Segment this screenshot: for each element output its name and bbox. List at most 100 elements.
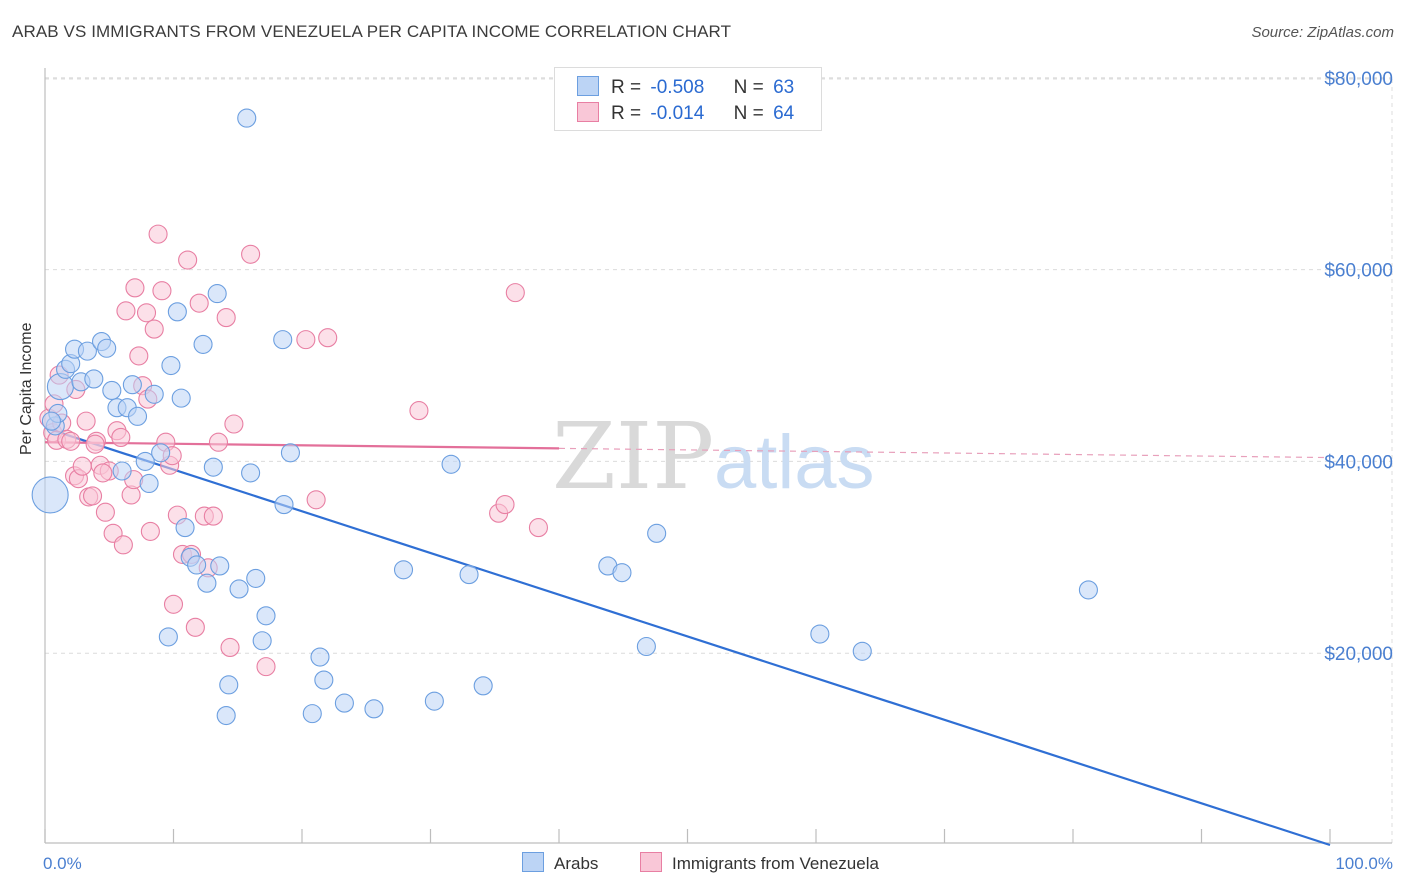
- arabs-point: [197, 573, 217, 593]
- venezuela-point: [140, 521, 160, 541]
- y-tick-label: $40,000: [1324, 452, 1393, 473]
- arabs-point: [41, 411, 61, 431]
- venezuela-point: [409, 401, 429, 421]
- venezuela-point: [116, 301, 136, 321]
- arabs-point: [171, 388, 191, 408]
- venezuela-point: [203, 506, 223, 526]
- x-tick-label-start: 0.0%: [43, 854, 82, 873]
- venezuela-point: [76, 411, 96, 431]
- venezuela-point: [224, 414, 244, 434]
- arabs-point: [314, 670, 334, 690]
- venezuela-point: [85, 434, 105, 454]
- correlation-legend: R = -0.508 N = 63 R = -0.014 N = 64: [554, 67, 822, 131]
- y-tick-label: $80,000: [1324, 69, 1393, 90]
- arabs-point: [237, 108, 257, 128]
- data-points: [31, 108, 1098, 726]
- venezuela-point: [318, 328, 338, 348]
- y-tick-label: $60,000: [1324, 261, 1393, 282]
- arabs-point: [112, 461, 132, 481]
- arabs-point: [280, 443, 300, 463]
- venezuela-point: [152, 281, 172, 301]
- arabs-point: [229, 579, 249, 599]
- source-credit: Source: ZipAtlas.com: [1251, 24, 1394, 41]
- arabs-point: [273, 330, 293, 350]
- arabs-point: [647, 523, 667, 543]
- bottom-legend-arabs: Arabs: [522, 852, 598, 874]
- venezuela-point: [136, 303, 157, 323]
- watermark: ZIP atlas: [552, 403, 875, 510]
- arabs-point: [207, 284, 227, 304]
- legend-row-arabs: R = -0.508 N = 63: [577, 76, 794, 100]
- bottom-legend-swatch-venezuela: [640, 852, 662, 872]
- venezuela-point: [163, 594, 184, 614]
- venezuela-point: [129, 346, 149, 366]
- arabs-point: [310, 647, 330, 667]
- arabs-point: [210, 556, 230, 576]
- watermark-zip: ZIP: [552, 403, 714, 510]
- arabs-point: [636, 636, 656, 657]
- bottom-legend-label-venezuela: Immigrants from Venezuela: [672, 854, 879, 873]
- arabs-point: [441, 454, 461, 474]
- venezuela-point: [495, 495, 515, 515]
- venezuela-point: [61, 431, 81, 451]
- bottom-legend-venezuela: Immigrants from Venezuela: [640, 852, 879, 874]
- arabs-point: [219, 675, 239, 695]
- x-tick-labels: 0.0% 100.0%: [43, 854, 1393, 873]
- watermark-atlas: atlas: [714, 420, 875, 505]
- y-tick-labels: $20,000 $40,000 $60,000 $80,000: [1324, 69, 1393, 665]
- arabs-point: [334, 693, 354, 713]
- axes: [44, 68, 1392, 844]
- arabs-point: [102, 380, 122, 400]
- venezuela-point: [178, 250, 198, 270]
- venezuela-point: [111, 427, 131, 447]
- venezuela-point: [505, 283, 525, 303]
- arabs-point: [246, 568, 266, 588]
- y-tick-label: $20,000: [1324, 644, 1393, 665]
- arabs-point: [274, 495, 294, 515]
- arabs-point: [175, 518, 195, 538]
- arabs-point: [473, 676, 493, 696]
- legend-n-value: 63: [773, 77, 795, 98]
- arabs-point: [612, 563, 632, 583]
- arabs-point: [810, 624, 830, 644]
- venezuela-point: [256, 657, 276, 677]
- venezuela-point: [220, 637, 240, 658]
- venezuela-point: [216, 308, 236, 328]
- arabs-point: [122, 375, 142, 395]
- legend-r-value: -0.508: [650, 77, 705, 98]
- arabs-point: [252, 631, 272, 651]
- arabs-point: [193, 334, 213, 354]
- arabs-point: [302, 704, 322, 724]
- legend-n-label: N =: [733, 77, 764, 98]
- venezuela-point: [528, 518, 548, 538]
- arabs-point: [144, 384, 164, 404]
- venezuela-point: [208, 432, 229, 452]
- x-tick-label-end: 100.0%: [1335, 854, 1393, 873]
- venezuela-point: [296, 330, 316, 350]
- legend-swatch-venezuela: [577, 102, 599, 122]
- arabs-point: [424, 691, 444, 711]
- bottom-legend-swatch-arabs: [522, 852, 544, 872]
- venezuela-point: [148, 224, 168, 244]
- arabs-trend-line: [44, 426, 1331, 847]
- venezuela-point: [144, 319, 164, 339]
- venezuela-point: [189, 293, 209, 313]
- arabs-point: [256, 606, 276, 626]
- arabs-point: [203, 457, 223, 477]
- chart-title: ARAB VS IMMIGRANTS FROM VENEZUELA PER CA…: [12, 22, 732, 41]
- venezuela-point: [93, 463, 113, 483]
- legend-swatch-arabs: [577, 76, 599, 96]
- arabs-point: [139, 473, 159, 494]
- venezuela-point: [185, 617, 205, 637]
- venezuela-point: [125, 278, 145, 298]
- arabs-point: [161, 355, 181, 376]
- arabs-point: [167, 302, 187, 322]
- arabs-point: [151, 443, 171, 463]
- arabs-point: [77, 341, 97, 361]
- arabs-point: [84, 369, 104, 389]
- arabs-point: [31, 476, 69, 514]
- legend-n-value: 64: [773, 103, 795, 124]
- arabs-point: [158, 627, 178, 647]
- arabs-point: [364, 699, 384, 719]
